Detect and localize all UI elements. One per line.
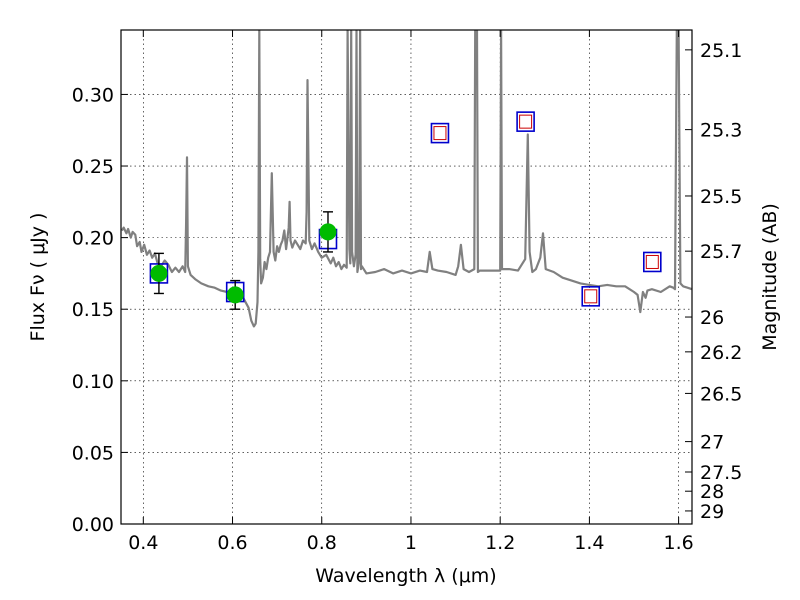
upper-limit-square — [519, 114, 533, 129]
model-square — [516, 111, 535, 132]
x-tick-label: 0.4 — [128, 532, 158, 554]
y-tick-label: 0.30 — [72, 84, 114, 106]
mag-tick-label: 25.1 — [700, 40, 742, 62]
upper-limit-square — [584, 289, 598, 304]
mag-tick-label: 29 — [700, 501, 724, 523]
y-axis-title: Flux Fν ( μJy ) — [27, 213, 49, 342]
observed-point — [226, 286, 244, 304]
model-square — [581, 286, 601, 307]
plot-frame — [120, 29, 693, 525]
y-tick-label: 0.15 — [72, 299, 114, 321]
spectrum-line — [121, 30, 692, 328]
mag-tick-label: 27.5 — [700, 462, 742, 484]
mag-tick-label: 27 — [700, 432, 724, 454]
markers — [149, 111, 662, 310]
upper-limit-square — [645, 254, 659, 269]
x-tick-label: 0.8 — [307, 532, 337, 554]
mag-tick-label: 25.3 — [700, 120, 742, 142]
upper-limit-square — [433, 126, 447, 141]
mag-tick-label: 26.5 — [700, 383, 742, 405]
x-tick-label: 1.6 — [664, 532, 694, 554]
x-tick-label: 1.4 — [574, 532, 604, 554]
x-axis-title: Wavelength λ (μm) — [315, 565, 496, 587]
x-tick-label: 1.2 — [485, 532, 515, 554]
ticks: 0.4 0.6 0.8 1 1.2 1.4 1.6 0.00 0.05 0.10 0.15 0.20 0… — [72, 30, 742, 554]
y-tick-label: 0.00 — [72, 514, 114, 536]
mag-tick-label: 26.2 — [700, 342, 742, 364]
y-tick-label: 0.20 — [72, 228, 114, 250]
y-tick-label: 0.10 — [72, 371, 114, 393]
mag-tick-label: 25.5 — [700, 186, 742, 208]
mag-tick-label: 28 — [700, 481, 724, 503]
x-tick-label: 1 — [405, 532, 417, 554]
mag-tick-label: 26 — [700, 307, 724, 329]
observed-point — [319, 223, 337, 241]
y-tick-label: 0.25 — [72, 156, 114, 178]
observed-point — [150, 264, 168, 282]
model-square — [430, 122, 450, 144]
right-axis-title: Magnitude (AB) — [759, 203, 781, 351]
model-square — [642, 251, 662, 273]
mag-tick-label: 25.7 — [700, 241, 742, 263]
x-tick-label: 0.6 — [217, 532, 247, 554]
y-tick-label: 0.05 — [72, 442, 114, 464]
